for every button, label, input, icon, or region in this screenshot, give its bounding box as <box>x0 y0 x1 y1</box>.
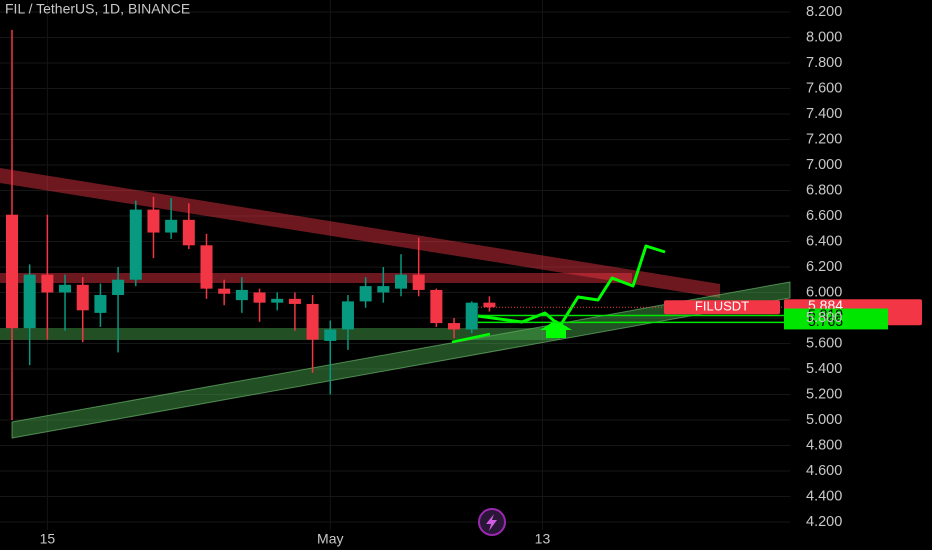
candle-body <box>218 288 231 294</box>
level-tag <box>784 315 888 330</box>
candle-body <box>412 274 425 290</box>
candle-body <box>165 219 178 233</box>
candle-body <box>94 295 107 313</box>
candle-body <box>359 286 372 302</box>
y-tick-label: 6.000 <box>806 284 842 300</box>
candle-body <box>41 274 54 293</box>
y-tick-label: 6.800 <box>806 182 842 198</box>
candle-body <box>182 219 195 246</box>
candle-body <box>324 329 337 341</box>
y-tick-label: 7.400 <box>806 106 842 122</box>
candle-body <box>306 303 319 340</box>
candle-body <box>271 298 284 303</box>
projection-line <box>451 332 491 344</box>
candle-body <box>288 298 301 304</box>
chart-title: FIL / TetherUS, 1D, BINANCE <box>5 1 190 17</box>
y-tick-label: 5.400 <box>806 361 842 377</box>
candle-body <box>76 284 89 311</box>
y-tick-label: 7.800 <box>806 55 842 71</box>
x-tick-label: 15 <box>40 531 56 547</box>
candles <box>5 29 496 420</box>
resistance-zone <box>0 273 632 283</box>
candle-body <box>200 245 213 289</box>
candle-body <box>448 323 461 330</box>
y-tick-label: 4.800 <box>806 437 842 453</box>
candle-body <box>235 289 248 301</box>
y-tick-label: 5.000 <box>806 412 842 428</box>
candle-body <box>147 209 160 233</box>
projection-path <box>477 244 666 328</box>
y-tick-label: 8.200 <box>806 4 842 20</box>
candle-body <box>394 274 408 289</box>
lightning-button[interactable] <box>478 508 506 536</box>
y-tick-label: 8.000 <box>806 29 842 45</box>
lightning-icon <box>486 514 497 531</box>
candle-body <box>430 289 443 324</box>
y-tick-label: 6.600 <box>806 208 842 224</box>
resistance-channel <box>0 168 720 298</box>
candle-body <box>5 214 19 329</box>
y-tick-label: 5.800 <box>806 310 842 326</box>
candle-body <box>112 279 125 296</box>
up-arrow <box>540 320 572 338</box>
y-tick-label: 6.200 <box>806 259 842 275</box>
y-tick-label: 7.000 <box>806 157 842 173</box>
level-label: 5.765 <box>808 313 843 329</box>
candle-body <box>377 286 390 293</box>
y-tick-label: 4.200 <box>806 514 842 530</box>
candle-body <box>59 284 72 293</box>
candle-body <box>253 292 266 303</box>
y-tick-label: 5.600 <box>806 335 842 351</box>
candle-body <box>465 302 478 330</box>
candle-body <box>341 301 354 330</box>
support-channel <box>11 281 791 439</box>
x-tick-label: 13 <box>535 531 551 547</box>
candle-body <box>483 302 496 308</box>
symbol-tag <box>664 300 780 315</box>
candle-body <box>129 209 142 280</box>
support-zone <box>0 328 560 340</box>
candle-body <box>23 274 36 329</box>
symbol-label: FILUSDT <box>695 299 749 314</box>
x-tick-label: May <box>317 531 343 547</box>
y-tick-label: 4.600 <box>806 463 842 479</box>
price-axis: 4.200 4.400 4.600 4.800 5.000 5.200 5.400 5.600… <box>40 4 843 547</box>
y-tick-label: 5.200 <box>806 386 842 402</box>
y-tick-label: 4.400 <box>806 488 842 504</box>
y-tick-label: 7.600 <box>806 80 842 96</box>
y-tick-label: 7.200 <box>806 131 842 147</box>
y-tick-label: 6.400 <box>806 233 842 249</box>
